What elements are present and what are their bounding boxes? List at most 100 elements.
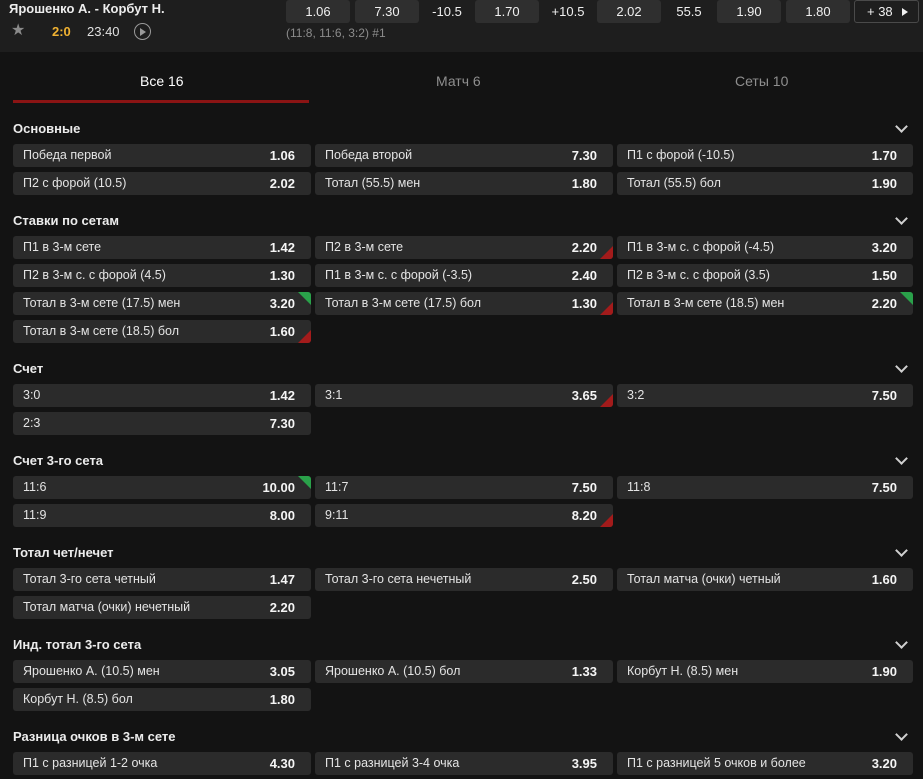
chevron-down-icon[interactable] [895, 544, 908, 557]
odds-button[interactable]: Корбут Н. (8.5) мен 1.90 [617, 660, 913, 683]
odds-label: Тотал в 3-м сете (17.5) бол [325, 296, 481, 310]
odds-button[interactable]: П1 с форой (-10.5) 1.70 [617, 144, 913, 167]
odds-label: Победа второй [325, 148, 413, 162]
quick-handicap-1-label: -10.5 [432, 4, 462, 19]
odds-button[interactable]: Тотал в 3-м сете (18.5) бол 1.60 [13, 320, 311, 343]
odds-button[interactable]: Победа второй 7.30 [315, 144, 613, 167]
odds-label: П1 в 3-м с. с форой (-3.5) [325, 268, 473, 282]
odds-button[interactable]: Победа первой 1.06 [13, 144, 311, 167]
odds-label: 3:0 [23, 388, 41, 402]
more-markets-button[interactable]: + 38 [854, 0, 919, 23]
odds-label: Тотал (55.5) мен [325, 176, 421, 190]
odds-button[interactable]: Тотал в 3-м сете (17.5) мен 3.20 [13, 292, 311, 315]
star-icon[interactable]: ★ [11, 22, 26, 39]
odds-value: 2.20 [871, 296, 897, 311]
odds-button[interactable]: Тотал в 3-м сете (18.5) мен 2.20 [617, 292, 913, 315]
quick-odd-p2[interactable]: 7.30 [355, 0, 419, 23]
odds-down-indicator [600, 514, 613, 527]
odds-button[interactable]: П1 в 3-м сете 1.42 [13, 236, 311, 259]
chevron-down-icon[interactable] [895, 452, 908, 465]
odds-value: 3.65 [571, 388, 597, 403]
odds-value: 1.42 [269, 240, 295, 255]
odds-button[interactable]: П1 с разницей 3-4 очка 3.95 [315, 752, 613, 775]
section-title[interactable]: Тотал чет/нечет [13, 545, 114, 560]
odds-button[interactable]: П1 в 3-м с. с форой (-4.5) 3.20 [617, 236, 913, 259]
tab-sets[interactable]: Сеты 10 [735, 73, 789, 89]
odds-value: 8.20 [571, 508, 597, 523]
play-icon[interactable] [134, 23, 151, 40]
quick-odd-handicap-1[interactable]: 1.70 [475, 0, 539, 23]
odds-value: 2.50 [571, 572, 597, 587]
odds-button[interactable]: 9:11 8.20 [315, 504, 613, 527]
odds-button[interactable]: П2 с форой (10.5) 2.02 [13, 172, 311, 195]
odds-button[interactable]: Ярошенко А. (10.5) мен 3.05 [13, 660, 311, 683]
odds-down-indicator [600, 394, 613, 407]
odds-button[interactable]: П1 с разницей 1-2 очка 4.30 [13, 752, 311, 775]
chevron-down-icon[interactable] [895, 360, 908, 373]
odds-value: 1.30 [571, 296, 597, 311]
odds-label: Ярошенко А. (10.5) бол [325, 664, 461, 678]
section-title[interactable]: Счет [13, 361, 44, 376]
odds-button[interactable]: 2:3 7.30 [13, 412, 311, 435]
odds-button[interactable]: Тотал в 3-м сете (17.5) бол 1.30 [315, 292, 613, 315]
active-tab-indicator [13, 100, 309, 103]
odds-label: Корбут Н. (8.5) бол [23, 692, 133, 706]
chevron-down-icon[interactable] [895, 636, 908, 649]
odds-button[interactable]: Ярошенко А. (10.5) бол 1.33 [315, 660, 613, 683]
odds-button[interactable]: 11:8 7.50 [617, 476, 913, 499]
tab-match[interactable]: Матч 6 [436, 73, 481, 89]
odds-button[interactable]: Тотал матча (очки) четный 1.60 [617, 568, 913, 591]
odds-label: Тотал в 3-м сете (18.5) мен [627, 296, 785, 310]
chevron-down-icon[interactable] [895, 728, 908, 741]
odds-label: 11:8 [627, 480, 651, 494]
odds-down-indicator [600, 246, 613, 259]
tab-all[interactable]: Все 16 [140, 73, 184, 89]
odds-button[interactable]: Тотал 3-го сета четный 1.47 [13, 568, 311, 591]
odds-label: Тотал матча (очки) четный [627, 572, 781, 586]
odds-value: 1.42 [269, 388, 295, 403]
odds-button[interactable]: 3:1 3.65 [315, 384, 613, 407]
section-title[interactable]: Разница очков в 3-м сете [13, 729, 176, 744]
odds-value: 7.30 [571, 148, 597, 163]
odds-value: 1.60 [269, 324, 295, 339]
odds-label: 3:1 [325, 388, 343, 402]
odds-button[interactable]: Тотал матча (очки) нечетный 2.20 [13, 596, 311, 619]
odds-up-indicator [900, 292, 913, 305]
chevron-down-icon[interactable] [895, 212, 908, 225]
quick-odd-p1[interactable]: 1.06 [286, 0, 350, 23]
odds-button[interactable]: 11:6 10.00 [13, 476, 311, 499]
quick-odd-total-over[interactable]: 1.90 [717, 0, 781, 23]
odds-button[interactable]: 11:7 7.50 [315, 476, 613, 499]
odds-button[interactable]: П2 в 3-м сете 2.20 [315, 236, 613, 259]
odds-label: П1 в 3-м сете [23, 240, 102, 254]
odds-button[interactable]: Тотал (55.5) мен 1.80 [315, 172, 613, 195]
odds-value: 10.00 [262, 480, 295, 495]
odds-button[interactable]: П2 в 3-м с. с форой (4.5) 1.30 [13, 264, 311, 287]
set-scores: (11:8, 11:6, 3:2) #1 [286, 26, 386, 40]
odds-button[interactable]: 3:0 1.42 [13, 384, 311, 407]
odds-button[interactable]: П1 с разницей 5 очков и более 3.20 [617, 752, 913, 775]
odds-value: 7.50 [871, 480, 897, 495]
odds-label: П2 в 3-м с. с форой (3.5) [627, 268, 770, 282]
odds-button[interactable]: П1 в 3-м с. с форой (-3.5) 2.40 [315, 264, 613, 287]
odds-button[interactable]: 11:9 8.00 [13, 504, 311, 527]
section-title[interactable]: Инд. тотал 3-го сета [13, 637, 142, 652]
section-title[interactable]: Счет 3-го сета [13, 453, 104, 468]
odds-down-indicator [298, 330, 311, 343]
odds-label: П1 в 3-м с. с форой (-4.5) [627, 240, 775, 254]
odds-button[interactable]: Корбут Н. (8.5) бол 1.80 [13, 688, 311, 711]
odds-value: 4.30 [269, 756, 295, 771]
odds-button[interactable]: Тотал 3-го сета нечетный 2.50 [315, 568, 613, 591]
odds-button[interactable]: П2 в 3-м с. с форой (3.5) 1.50 [617, 264, 913, 287]
section-title[interactable]: Основные [13, 121, 81, 136]
odds-label: П1 с форой (-10.5) [627, 148, 735, 162]
quick-odd-total-under[interactable]: 1.80 [786, 0, 850, 23]
section-title[interactable]: Ставки по сетам [13, 213, 119, 228]
odds-button[interactable]: Тотал (55.5) бол 1.90 [617, 172, 913, 195]
odds-value: 1.70 [871, 148, 897, 163]
odds-value: 1.06 [269, 148, 295, 163]
chevron-down-icon[interactable] [895, 120, 908, 133]
odds-button[interactable]: 3:2 7.50 [617, 384, 913, 407]
odds-label: П1 с разницей 1-2 очка [23, 756, 158, 770]
quick-odd-handicap-2[interactable]: 2.02 [597, 0, 661, 23]
